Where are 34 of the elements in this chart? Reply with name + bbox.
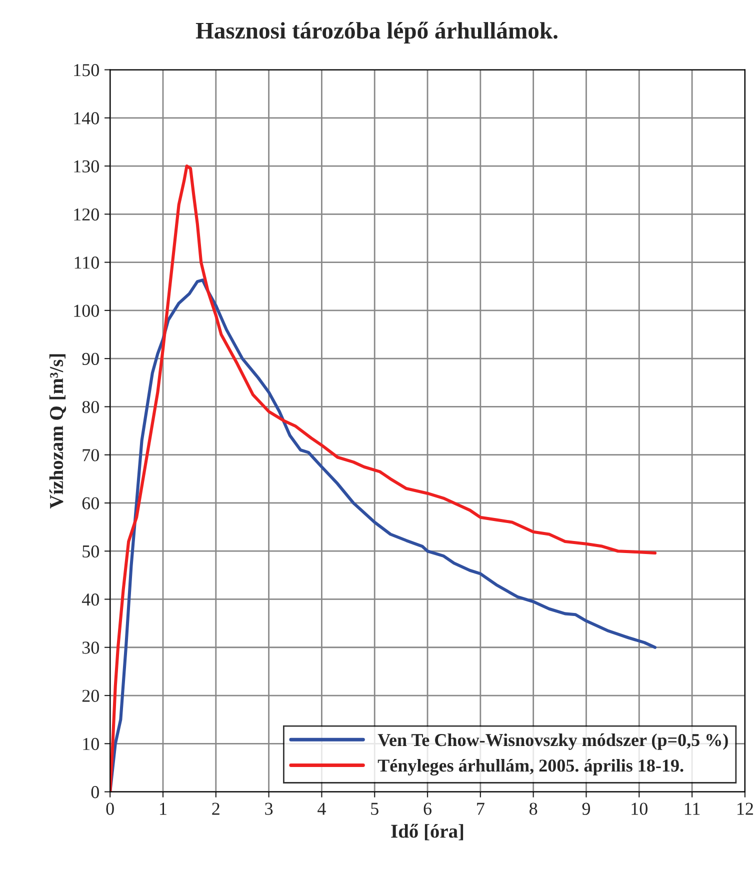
- x-tick-label: 9: [582, 802, 590, 815]
- x-tick-label: 3: [265, 802, 273, 815]
- y-axis-title: Vízhozam Q [m³/s]: [49, 354, 66, 509]
- x-tick-label: 11: [684, 802, 700, 815]
- x-tick-label: 5: [371, 802, 378, 815]
- y-tick-label: 110: [74, 256, 99, 269]
- y-tick-label: 10: [83, 738, 99, 750]
- y-tick-label: 100: [74, 304, 99, 317]
- x-tick-label: 12: [738, 802, 753, 815]
- y-tick-label: 140: [74, 112, 99, 124]
- x-tick-label: 10: [632, 802, 648, 815]
- legend-label: Tényleges árhullám, 2005. április 18-19.: [378, 758, 684, 776]
- x-tick-label: 2: [212, 802, 220, 815]
- y-tick-label: 120: [74, 208, 99, 221]
- x-tick-label: 4: [318, 802, 326, 815]
- y-tick-label: 20: [82, 690, 99, 702]
- x-tick-label: 8: [530, 802, 538, 815]
- x-tick-label: 0: [106, 802, 114, 815]
- y-tick-label: 130: [74, 160, 99, 172]
- chart-title: Hasznosi tározóba lépő árhullámok.: [196, 22, 558, 44]
- x-tick-label: 7: [477, 802, 484, 815]
- legend-label: Ven Te Chow-Wisnovszky módszer (p=0,5 %): [378, 733, 728, 750]
- x-tick-label: 1: [160, 802, 166, 815]
- y-tick-label: 70: [82, 449, 99, 462]
- x-axis-title: Idő [óra]: [391, 824, 464, 840]
- y-tick-label: 80: [82, 400, 99, 414]
- x-tick-label: 6: [424, 802, 432, 815]
- y-tick-label: 30: [82, 642, 99, 654]
- y-tick-label: 90: [82, 352, 99, 366]
- y-tick-label: 0: [91, 786, 99, 798]
- y-tick-label: 50: [82, 545, 99, 558]
- y-tick-label: 150: [74, 64, 99, 76]
- y-tick-label: 60: [82, 497, 99, 510]
- y-tick-label: 40: [82, 593, 99, 606]
